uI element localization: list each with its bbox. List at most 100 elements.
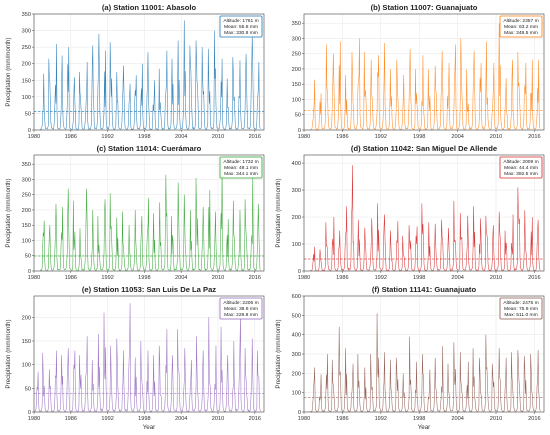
- x-tick-label: 1986: [65, 416, 77, 422]
- x-tick-label: 2010: [490, 134, 502, 140]
- chart-panel-b: 0 50 100 150 200 250 300 350 1980 1986 1992 1998 200…: [292, 3, 545, 140]
- panel-title: (b) Station 11007: Guanajuato: [371, 3, 478, 12]
- y-tick-label: 500: [292, 313, 301, 319]
- x-tick-label: 2016: [249, 275, 261, 281]
- x-tick-label: 1980: [28, 275, 40, 281]
- chart-panel-c: 0 50 100 150 200 250 300 350 1980 1986 1992 1998 200…: [5, 144, 265, 281]
- series-line: [310, 165, 541, 272]
- plot-frame: [303, 154, 545, 272]
- y-tick-label: 150: [22, 78, 31, 84]
- y-tick-label: 300: [22, 177, 31, 183]
- y-tick-label: 150: [22, 223, 31, 229]
- stats-altitude: Altitude: 2475 m: [503, 300, 538, 306]
- stats-box-frame: [219, 15, 263, 38]
- x-tick-label: 1998: [413, 416, 425, 422]
- stats-max: Max: 392.5 mm: [504, 171, 538, 177]
- panel-title: (f) Station 11141: Guanajuato: [372, 285, 477, 294]
- y-axis-label: Precipitation (mm/month): [5, 37, 12, 106]
- stats-mean: Mean: 63.2 mm: [504, 24, 538, 30]
- y-tick-label: 100: [292, 97, 301, 103]
- y-tick-label: 0: [298, 410, 301, 416]
- x-tick-label: 1986: [65, 275, 77, 281]
- panel-title: (e) Station 11053: San Luis De La Paz: [82, 285, 216, 294]
- y-tick-label: 200: [22, 315, 31, 321]
- stats-max: Max: 229.8 mm: [224, 312, 258, 318]
- x-tick-label: 2004: [175, 134, 187, 140]
- y-tick-label: 50: [295, 113, 301, 119]
- x-tick-label: 1992: [375, 416, 387, 422]
- y-tick-label: 200: [22, 208, 31, 214]
- chart-panel-d: 0 100 200 300 400 1980 1986 1992 1998 2004 2010 201…: [275, 144, 545, 281]
- y-tick-label: 100: [22, 363, 31, 369]
- x-tick-label: 1992: [101, 134, 113, 140]
- y-axis-label: Precipitation (mm/month): [275, 319, 282, 388]
- x-tick-label: 2010: [490, 416, 502, 422]
- stats-box-frame: [499, 297, 543, 320]
- x-tick-label: 2010: [490, 275, 502, 281]
- x-axis-label: Year: [143, 424, 156, 431]
- series-line: [33, 303, 261, 413]
- x-tick-label: 2016: [249, 416, 261, 422]
- stats-box-frame: [499, 15, 543, 38]
- x-tick-label: 2010: [212, 416, 224, 422]
- chart-panel-a: 0 50 100 150 200 250 300 350 1980 1986 1992 1998 200…: [5, 3, 265, 140]
- x-tick-label: 2010: [212, 134, 224, 140]
- x-tick-label: 1992: [101, 416, 113, 422]
- y-tick-label: 350: [22, 162, 31, 168]
- series-line: [40, 20, 261, 131]
- x-tick-label: 1998: [413, 275, 425, 281]
- stats-mean: Mean: 44.4 mm: [504, 165, 538, 171]
- x-tick-label: 1986: [336, 416, 348, 422]
- x-tick-label: 1992: [375, 275, 387, 281]
- y-tick-label: 600: [292, 294, 301, 300]
- stats-box-frame: [219, 297, 263, 320]
- plot-frame: [33, 154, 265, 272]
- y-tick-label: 300: [292, 352, 301, 358]
- panel-title: (c) Station 11014: Cuerámaro: [97, 144, 202, 153]
- y-tick-label: 200: [292, 67, 301, 73]
- stats-altitude: Altitude: 2009 m: [503, 159, 538, 165]
- x-tick-label: 1998: [138, 134, 150, 140]
- y-tick-label: 100: [292, 242, 301, 248]
- x-tick-label: 1980: [28, 416, 40, 422]
- stats-box-frame: [499, 156, 543, 179]
- stats-max: Max: 330.8 mm: [224, 30, 258, 36]
- stats-altitude: Altitude: 1732 m: [223, 159, 258, 165]
- y-tick-label: 50: [25, 254, 31, 260]
- y-tick-label: 250: [22, 45, 31, 51]
- y-tick-label: 0: [28, 269, 31, 275]
- y-tick-label: 300: [22, 29, 31, 35]
- stats-max: Max: 511.0 mm: [504, 312, 537, 318]
- y-tick-label: 400: [292, 161, 301, 167]
- y-axis-label: Precipitation (mm/month): [275, 178, 282, 247]
- x-tick-label: 1998: [138, 416, 150, 422]
- y-axis-label: Precipitation (mm/month): [5, 319, 12, 388]
- x-tick-label: 2004: [175, 275, 187, 281]
- stats-max: Max: 348.5 mm: [504, 30, 538, 36]
- y-tick-label: 50: [25, 111, 31, 117]
- y-tick-label: 400: [292, 333, 301, 339]
- x-tick-label: 1980: [28, 134, 40, 140]
- y-tick-label: 0: [298, 269, 301, 275]
- y-tick-label: 350: [292, 21, 301, 27]
- x-tick-label: 2010: [212, 275, 224, 281]
- y-tick-label: 200: [292, 215, 301, 221]
- x-tick-label: 1980: [298, 275, 310, 281]
- x-tick-label: 1992: [101, 275, 113, 281]
- y-tick-label: 200: [22, 62, 31, 68]
- x-tick-label: 1998: [138, 275, 150, 281]
- y-tick-label: 100: [22, 238, 31, 244]
- x-tick-label: 2004: [175, 416, 187, 422]
- x-tick-label: 1998: [413, 134, 425, 140]
- stats-altitude: Altitude: 1761 m: [223, 18, 258, 24]
- x-tick-label: 2004: [451, 416, 463, 422]
- stats-altitude: Altitude: 2206 m: [223, 300, 258, 306]
- stats-mean: Mean: 55.8 mm: [224, 24, 258, 30]
- y-tick-label: 0: [28, 128, 31, 134]
- series-line: [310, 313, 541, 413]
- x-tick-label: 1980: [298, 416, 310, 422]
